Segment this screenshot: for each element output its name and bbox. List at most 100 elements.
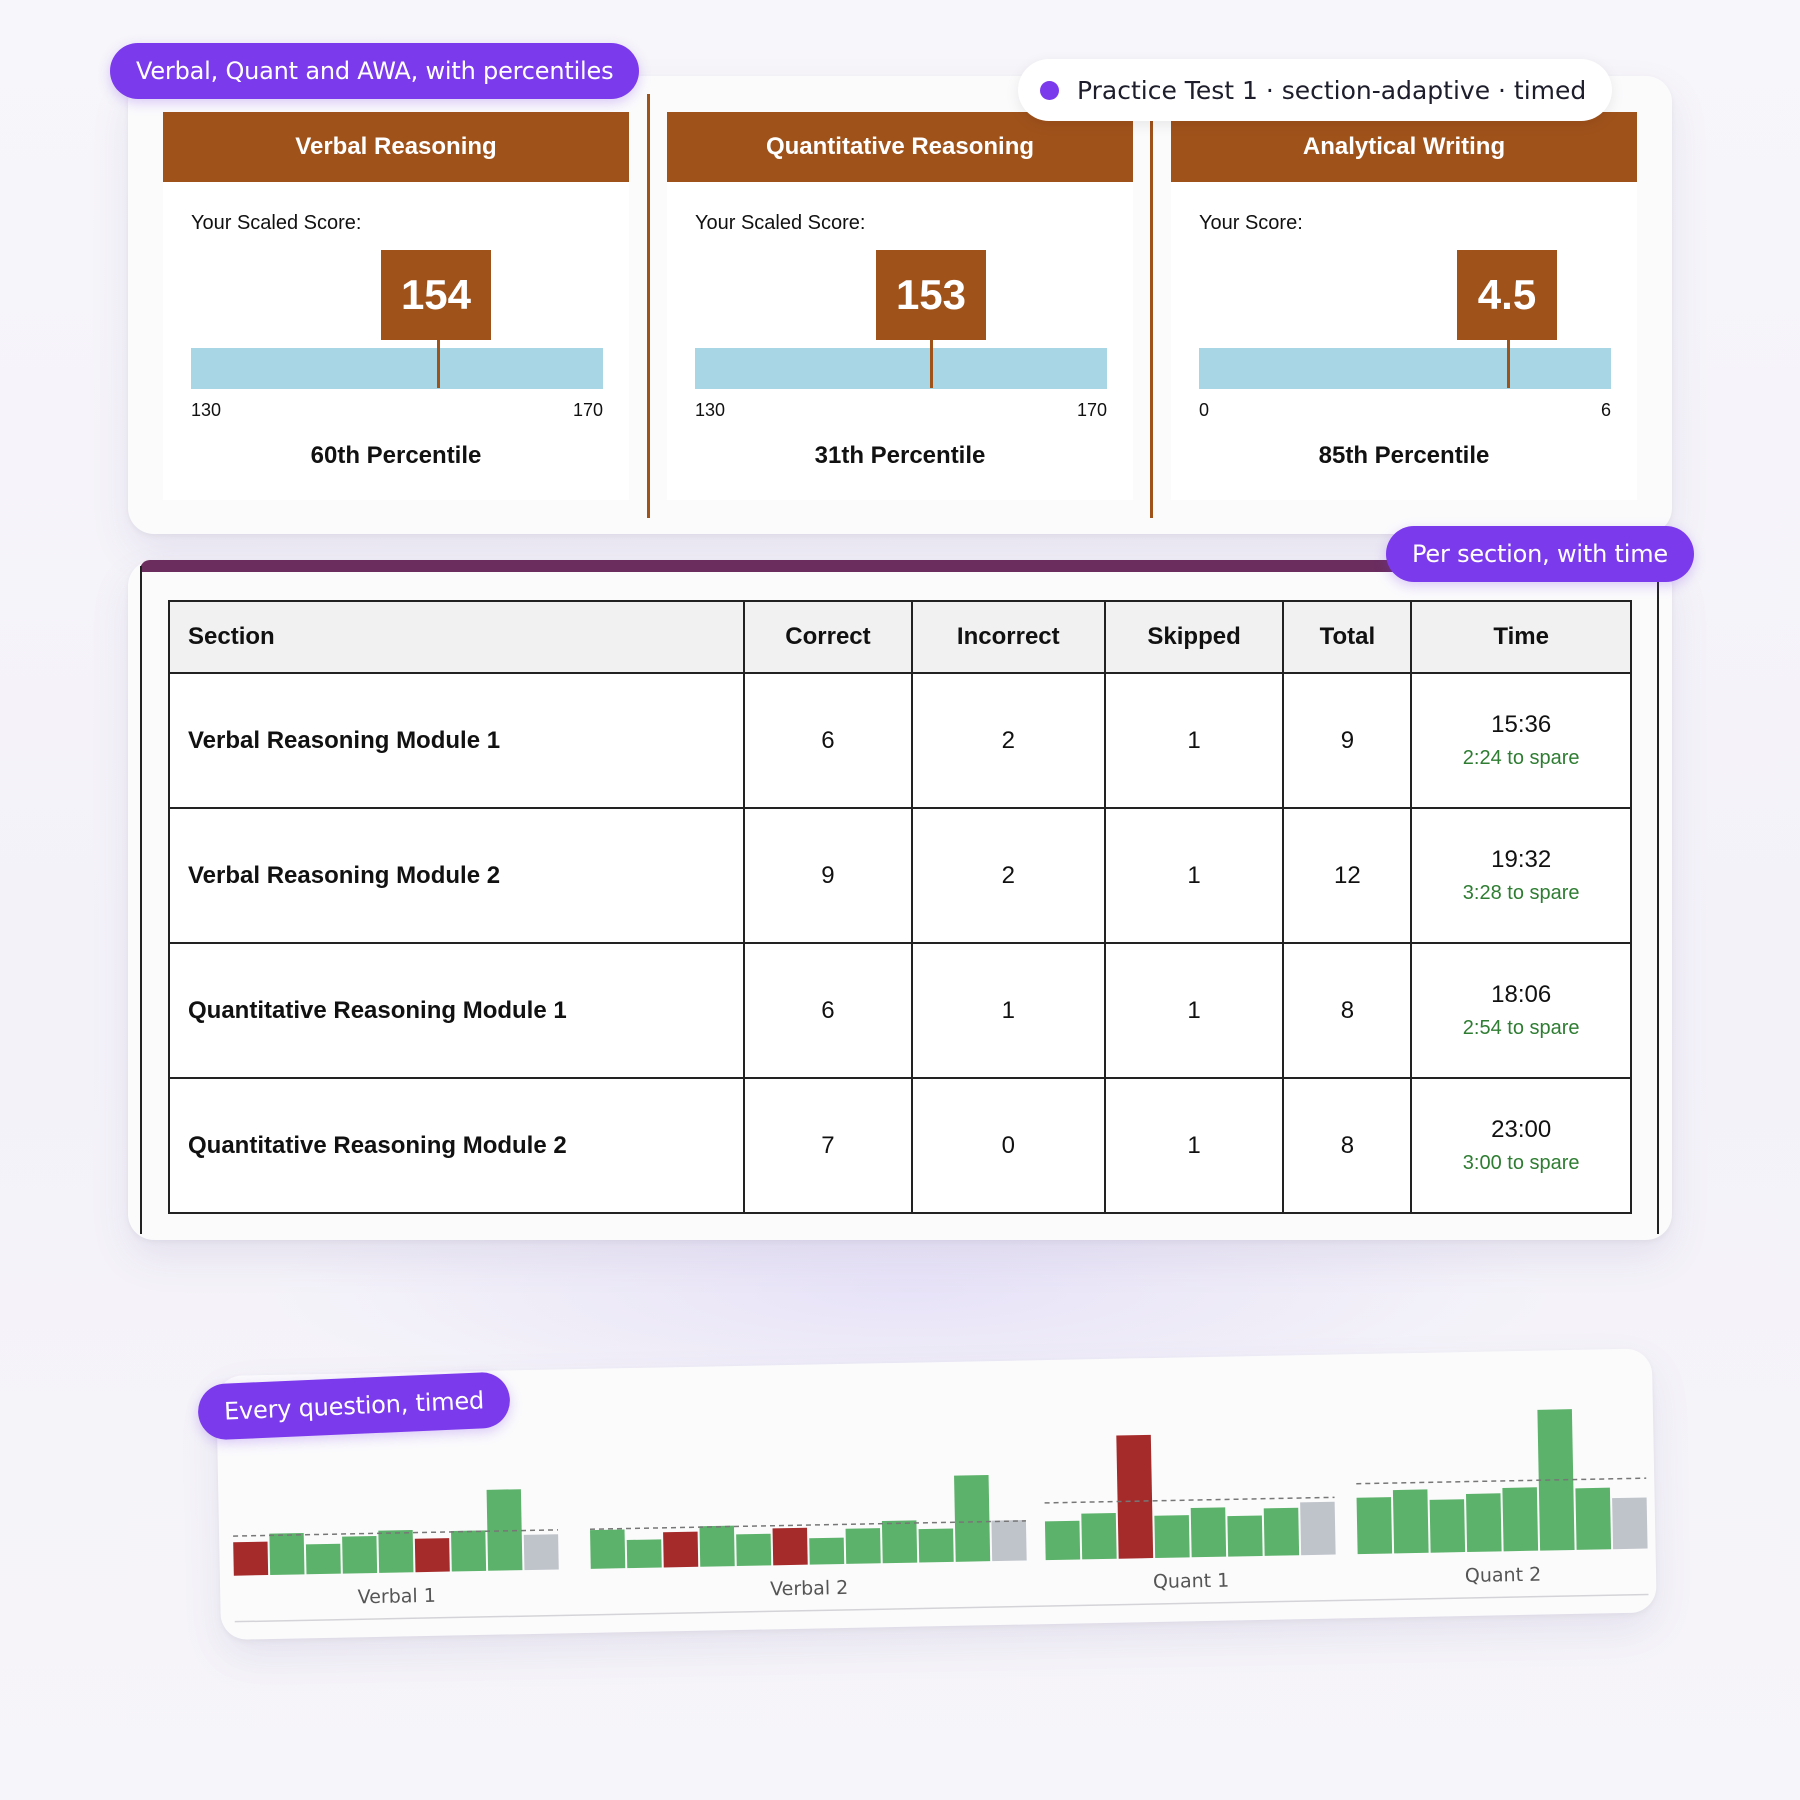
incorrect-count: 2: [910, 807, 1106, 944]
time-cell: 19:32 3:28 to spare: [1410, 807, 1632, 944]
question-bar: [699, 1525, 735, 1567]
time-used: 15:36: [1491, 711, 1552, 738]
column-header: Incorrect: [910, 600, 1106, 674]
time-cell: 23:00 3:00 to spare: [1410, 1077, 1632, 1214]
time-cell: 18:06 2:54 to spare: [1410, 942, 1632, 1079]
question-bar: [451, 1530, 487, 1572]
score-value: 154: [381, 250, 491, 340]
time-spare: 2:54 to spare: [1462, 1017, 1580, 1039]
average-time-line: [1356, 1477, 1647, 1485]
time-spare: 2:24 to spare: [1462, 747, 1580, 769]
question-bar: [523, 1534, 559, 1571]
question-bars-svg: Verbal 1 Verbal 2 Quant 1 Quant 2: [233, 1409, 1649, 1623]
question-bar: [1044, 1520, 1081, 1561]
column-header: Correct: [743, 600, 913, 674]
score-label: Your Scaled Score:: [191, 212, 362, 234]
column-header: Time: [1410, 600, 1632, 674]
table-accent-bar: [140, 560, 1398, 572]
question-bar: [1502, 1487, 1539, 1552]
question-bar: [845, 1528, 881, 1564]
question-bar: [590, 1529, 626, 1569]
question-bar: [1392, 1489, 1429, 1554]
question-bar: [305, 1543, 341, 1575]
question-bar: [269, 1532, 305, 1575]
column-header: Section: [167, 600, 746, 674]
table-row: Quantitative Reasoning Module 1 6 1 1 8 …: [167, 942, 1632, 1079]
table-row: Quantitative Reasoning Module 2 7 0 1 8 …: [167, 1077, 1632, 1214]
question-bar: [1300, 1501, 1336, 1556]
callout-scores: Verbal, Quant and AWA, with percentiles: [110, 43, 640, 99]
correct-count: 6: [743, 942, 913, 1079]
score-panel-verbal: Verbal Reasoning Your Scaled Score: 154 …: [163, 112, 629, 500]
section-name: Quantitative Reasoning Module 1: [167, 942, 746, 1079]
total-count: 9: [1282, 672, 1413, 809]
average-time-line: [233, 1529, 559, 1537]
question-timing-chart: Verbal 1 Verbal 2 Quant 1 Quant 2: [216, 1348, 1657, 1640]
question-bar: [954, 1474, 991, 1562]
question-bar: [736, 1533, 772, 1567]
column-header: Total: [1282, 600, 1413, 674]
question-bar: [1612, 1497, 1648, 1550]
score-marker: [436, 338, 440, 388]
question-bar: [233, 1541, 269, 1576]
score-label: Your Scaled Score:: [695, 212, 866, 234]
scale-max-label: 170: [572, 400, 603, 420]
group-label: Quant 2: [1465, 1564, 1542, 1587]
column-header: Skipped: [1103, 600, 1285, 674]
question-bar: [378, 1530, 414, 1573]
score-label: Your Score:: [1199, 212, 1303, 234]
question-bar: [342, 1535, 378, 1574]
time-spare: 3:00 to spare: [1462, 1152, 1580, 1174]
skipped-count: 1: [1103, 672, 1285, 809]
sections-table: Section Correct Incorrect Skipped Total …: [167, 600, 1632, 1214]
table-row: Verbal Reasoning Module 1 6 2 1 9 15:36 …: [167, 672, 1632, 809]
skipped-count: 1: [1103, 1077, 1285, 1214]
group-label: Quant 1: [1153, 1570, 1230, 1593]
time-used: 23:00: [1491, 1116, 1552, 1143]
test-badge-label: Practice Test 1 · section-adaptive · tim…: [1077, 75, 1587, 105]
question-bar: [486, 1489, 523, 1571]
incorrect-count: 2: [910, 672, 1106, 809]
scale-min-label: 130: [695, 400, 726, 420]
incorrect-count: 1: [910, 942, 1106, 1079]
question-bar: [1227, 1515, 1263, 1557]
section-name: Verbal Reasoning Module 2: [167, 807, 746, 944]
group-label: Verbal 2: [770, 1577, 849, 1600]
score-scale-bar: [695, 348, 1107, 389]
score-scale-bar: [191, 348, 603, 389]
question-bar: [1116, 1434, 1154, 1559]
question-bar: [1575, 1487, 1612, 1550]
percentile-label: 85th Percentile: [1318, 442, 1490, 469]
section-name: Verbal Reasoning Module 1: [167, 672, 746, 809]
table-header-row: Section Correct Incorrect Skipped Total …: [167, 600, 1632, 674]
table-frame-left: [140, 566, 142, 1234]
correct-count: 6: [743, 672, 913, 809]
scale-min-label: 0: [1199, 400, 1210, 420]
question-bar: [809, 1537, 845, 1565]
total-count: 12: [1282, 807, 1413, 944]
time-used: 18:06: [1491, 981, 1552, 1008]
scale-max-label: 170: [1076, 400, 1107, 420]
question-bar: [1190, 1507, 1227, 1558]
question-bar: [1429, 1499, 1466, 1553]
percentile-label: 60th Percentile: [310, 442, 482, 469]
skipped-count: 1: [1103, 942, 1285, 1079]
panel-divider: [1150, 94, 1153, 518]
table-frame-right: [1657, 566, 1659, 1234]
section-name: Quantitative Reasoning Module 2: [167, 1077, 746, 1214]
time-used: 19:32: [1491, 846, 1552, 873]
question-bar: [881, 1520, 918, 1564]
question-bar: [626, 1539, 662, 1569]
status-dot-icon: [1040, 80, 1059, 100]
question-bar: [1081, 1512, 1117, 1560]
question-bar: [1263, 1507, 1300, 1556]
question-bar: [991, 1519, 1027, 1562]
correct-count: 9: [743, 807, 913, 944]
callout-sections: Per section, with time: [1386, 526, 1694, 582]
scale-max-label: 6: [1600, 400, 1611, 420]
question-bar: [414, 1538, 450, 1573]
time-spare: 3:28 to spare: [1462, 882, 1580, 904]
score-panel-quant: Quantitative Reasoning Your Scaled Score…: [667, 112, 1133, 500]
average-time-line: [1044, 1496, 1335, 1504]
